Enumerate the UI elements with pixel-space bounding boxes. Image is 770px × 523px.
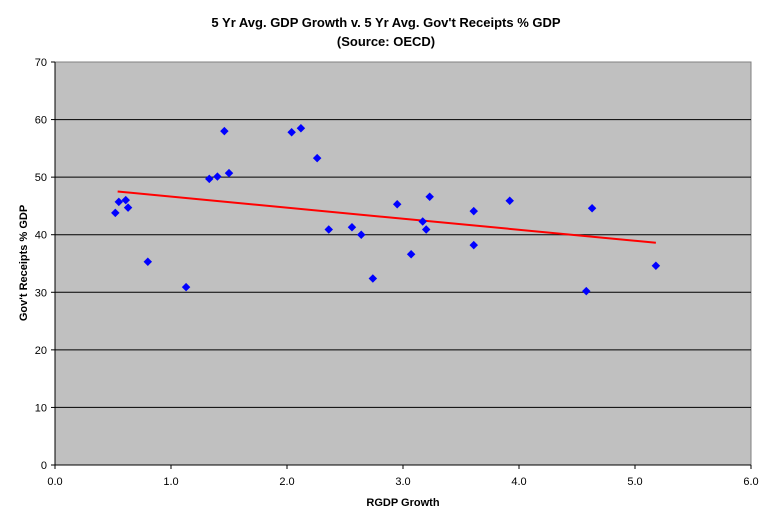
x-tick-label: 1.0 [163,476,178,488]
data-point [425,192,434,201]
data-point [651,261,661,271]
x-tick-label: 0.0 [47,476,62,488]
data-point [392,199,402,209]
data-point [324,225,334,234]
data-point [418,217,427,226]
data-point [406,250,416,259]
data-point [121,195,131,205]
data-point [224,168,234,178]
y-tick-label: 30 [35,287,47,299]
y-tick-label: 20 [35,345,47,357]
x-tick-labels: 0.0 1.0 2.0 3.0 4.0 5.0 6.0 [47,476,758,488]
trendline [117,190,656,244]
data-point [469,240,479,250]
x-tick-label: 3.0 [395,476,410,488]
data-point [421,225,431,234]
y-tick-label: 10 [35,402,47,414]
data-point [213,172,222,181]
axes [51,61,752,469]
x-tick-label: 5.0 [627,476,642,488]
y-tick-labels: 0 10 20 30 40 50 60 70 [35,57,47,472]
x-tick-label: 2.0 [279,476,294,488]
chart-title: 5 Yr Avg. GDP Growth v. 5 Yr Avg. Gov't … [211,15,560,30]
data-point [114,197,124,207]
data-point [505,196,514,205]
x-axis-title: RGDP Growth [366,497,439,509]
chart-subtitle: (Source: OECD) [337,34,435,49]
x-tick-label: 4.0 [511,476,526,488]
data-point [368,274,378,283]
y-tick-label: 40 [35,230,47,242]
data-point [123,203,133,212]
trendline-group [117,190,656,244]
gridlines [55,119,751,408]
data-point [220,126,229,136]
y-tick-label: 60 [35,115,47,127]
x-tick-label: 6.0 [743,476,758,488]
data-point [143,257,153,267]
data-point [356,230,366,239]
data-point [205,174,214,184]
data-point [181,282,191,292]
data-point [347,222,357,232]
y-tick-label: 0 [41,460,47,472]
plot-area [54,61,752,466]
data-point [469,206,479,216]
y-tick-label: 50 [35,172,47,184]
data-point [312,153,322,163]
y-axis-title: Gov't Receipts % GDP [18,205,30,321]
data-point [582,286,591,296]
data-point [296,123,306,133]
data-point [111,208,120,218]
y-tick-label: 70 [35,57,47,69]
data-point [287,127,296,137]
